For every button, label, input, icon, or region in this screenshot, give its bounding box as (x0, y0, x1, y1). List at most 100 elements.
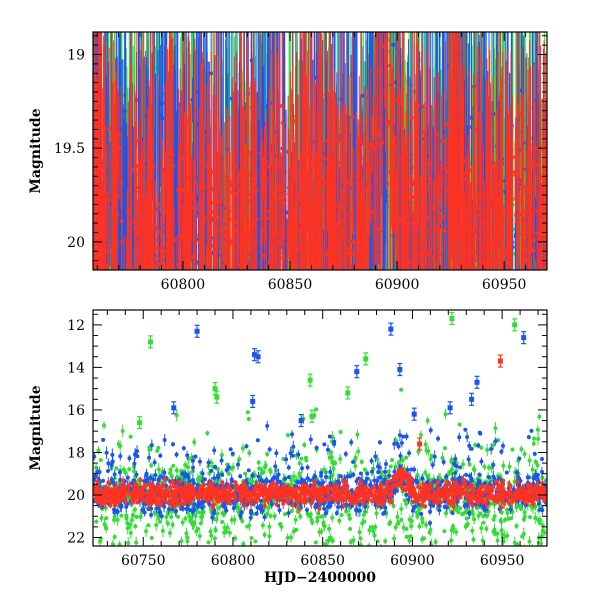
blue-data-point (435, 315, 439, 319)
green-data-point (438, 280, 442, 284)
blue-data-point (157, 296, 161, 300)
red-data-point (287, 191, 292, 196)
blue-data-point (513, 232, 518, 237)
green-data-point (125, 290, 129, 294)
green-data-point (408, 317, 412, 321)
blue-data-point (391, 42, 396, 47)
blue-data-point (174, 305, 178, 309)
red-data-point (146, 301, 150, 305)
red-data-point (325, 298, 329, 302)
green-data-point (283, 323, 287, 327)
green-data-point (132, 284, 136, 288)
red-data-point (439, 297, 443, 301)
red-data-point (465, 288, 469, 292)
green-data-point (346, 345, 350, 349)
red-series-points (92, 32, 547, 359)
red-data-point (468, 294, 472, 298)
red-data-point (241, 134, 246, 139)
blue-data-point (384, 19, 388, 23)
red-data-point (375, 226, 380, 231)
blue-data-point (116, 353, 120, 357)
red-data-point (145, 272, 149, 276)
blue-data-point (341, 306, 345, 310)
red-data-point (258, 150, 263, 155)
red-data-point (462, 355, 466, 359)
red-data-point (413, 302, 417, 306)
green-data-point (525, 323, 529, 327)
blue-data-point (117, 225, 122, 230)
red-data-point (319, 297, 323, 301)
red-data-point (468, 277, 472, 281)
red-data-point (292, 316, 296, 320)
red-data-point (457, 194, 462, 199)
blue-data-point (118, 301, 122, 305)
red-data-point (344, 273, 348, 277)
green-data-point (123, 337, 127, 341)
blue-data-point (526, 303, 530, 307)
green-data-point (233, 272, 237, 276)
blue-data-point (499, 339, 503, 343)
red-data-point (469, 341, 473, 345)
red-data-point (361, 314, 365, 318)
green-data-point (132, 287, 136, 291)
blue-data-point (212, 360, 216, 364)
green-data-point (259, 312, 263, 316)
red-data-point (206, 246, 211, 251)
red-data-point (129, 266, 134, 270)
blue-data-point (188, 319, 192, 323)
red-data-point (293, 240, 298, 245)
blue-data-point (114, 273, 118, 277)
blue-data-point (348, 290, 352, 294)
green-data-point (358, 328, 362, 332)
green-data-point (356, 272, 360, 276)
green-data-point (170, 294, 174, 298)
red-data-point (92, 295, 96, 299)
blue-data-point (306, 325, 310, 329)
red-data-point (460, 277, 464, 281)
blue-data-point (358, 279, 362, 283)
green-data-point (506, 341, 510, 345)
red-data-point (95, 235, 100, 240)
red-data-point (524, 295, 528, 299)
green-data-point (524, 296, 528, 300)
green-data-point (428, 291, 432, 295)
blue-data-point (434, 341, 438, 345)
red-data-point (361, 321, 365, 325)
blue-data-point (393, 80, 398, 85)
green-data-point (530, 347, 534, 351)
red-data-point (299, 317, 303, 321)
green-data-point (95, 309, 99, 313)
blue-data-point (159, 101, 164, 106)
red-data-point (433, 312, 437, 316)
blue-data-point (144, 300, 148, 304)
blue-data-point (119, 311, 123, 315)
green-data-point (283, 300, 287, 304)
blue-data-point (321, 276, 325, 280)
red-data-point (431, 255, 436, 260)
red-data-point (189, 192, 194, 197)
red-data-point (438, 323, 442, 327)
green-data-point (215, 275, 219, 279)
green-data-point (252, 292, 256, 296)
blue-data-point (477, 271, 481, 275)
blue-data-point (278, 23, 282, 27)
green-data-point (407, 301, 411, 305)
green-data-point (363, 280, 367, 284)
blue-data-point (164, 313, 168, 317)
blue-data-point (239, 357, 243, 361)
blue-data-point (399, 323, 403, 327)
blue-data-point (381, 25, 385, 29)
green-data-point (296, 351, 300, 355)
red-data-point (113, 305, 117, 309)
green-data-point (123, 349, 127, 353)
green-data-point (524, 299, 528, 303)
red-data-point (260, 335, 264, 339)
red-data-point (286, 149, 291, 154)
red-data-point (496, 339, 500, 343)
blue-data-point (536, 275, 540, 279)
blue-data-point (126, 297, 130, 301)
green-data-point (243, 344, 247, 348)
blue-data-point (190, 98, 195, 103)
blue-data-point (272, 369, 276, 373)
blue-data-point (154, 293, 158, 297)
